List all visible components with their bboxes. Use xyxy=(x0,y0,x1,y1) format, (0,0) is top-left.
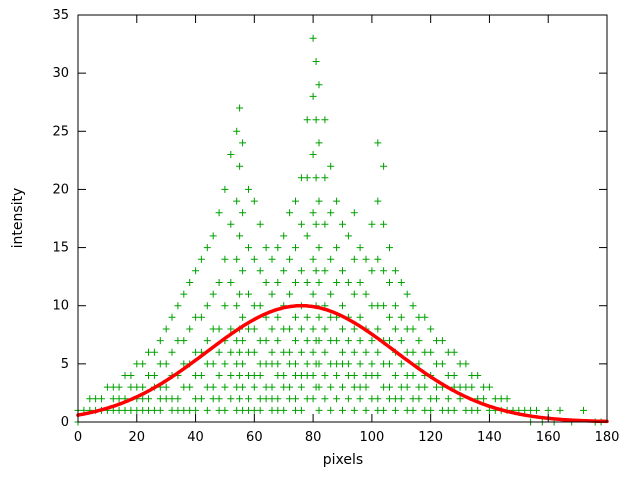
y-tick-label: 15 xyxy=(52,241,69,256)
y-tick-label: 10 xyxy=(52,299,69,314)
x-tick-label: 180 xyxy=(595,430,620,445)
x-tick-label: 60 xyxy=(246,430,263,445)
x-tick-label: 80 xyxy=(305,430,322,445)
x-tick-label: 100 xyxy=(359,430,384,445)
y-axis-title: intensity xyxy=(10,187,26,249)
y-tick-label: 30 xyxy=(52,66,69,81)
scatter-series xyxy=(74,34,605,426)
y-tick-label: 20 xyxy=(52,182,69,197)
x-tick-label: 40 xyxy=(187,430,204,445)
x-tick-label: 140 xyxy=(477,430,502,445)
y-tick-label: 5 xyxy=(61,357,69,372)
x-tick-label: 160 xyxy=(536,430,561,445)
x-tick-label: 20 xyxy=(129,430,146,445)
plot-border xyxy=(77,14,608,423)
x-tick-label: 0 xyxy=(74,430,82,445)
y-tick-label: 25 xyxy=(52,124,69,139)
y-tick-label: 0 xyxy=(61,415,69,430)
x-tick-label: 120 xyxy=(418,430,443,445)
y-tick-label: 35 xyxy=(52,8,69,23)
x-axis-title: pixels xyxy=(322,452,364,468)
fit-curve xyxy=(76,303,609,424)
